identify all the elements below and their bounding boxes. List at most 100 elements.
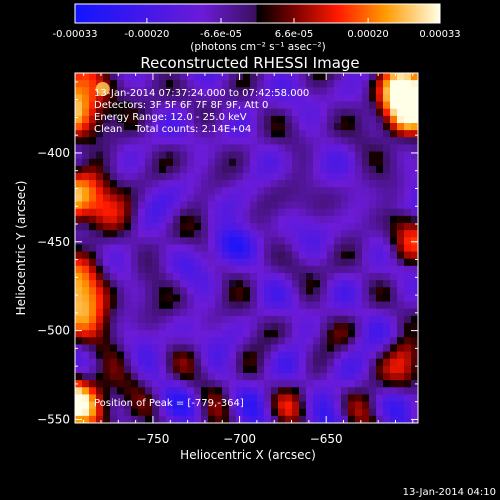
heatmap-cell bbox=[82, 365, 90, 374]
heatmap-cell bbox=[187, 223, 195, 231]
heatmap-cell bbox=[341, 244, 349, 253]
heatmap-cell bbox=[145, 351, 153, 360]
heatmap-cell bbox=[229, 165, 237, 174]
heatmap-cell bbox=[397, 351, 405, 360]
heatmap-cell bbox=[229, 123, 237, 131]
heatmap-cell bbox=[187, 101, 195, 110]
heatmap-cell bbox=[250, 165, 258, 174]
heatmap-cell bbox=[320, 301, 328, 310]
heatmap-cell bbox=[236, 215, 244, 224]
heatmap-cell bbox=[117, 265, 125, 274]
heatmap-cell bbox=[299, 280, 307, 288]
heatmap-cell bbox=[292, 258, 300, 267]
heatmap-cell bbox=[355, 180, 363, 188]
heatmap-cell bbox=[397, 94, 405, 103]
heatmap-cell bbox=[138, 365, 146, 374]
heatmap-cell bbox=[306, 237, 314, 246]
heatmap-cell bbox=[271, 273, 279, 281]
heatmap-cell bbox=[257, 401, 265, 410]
heatmap-cell bbox=[222, 208, 230, 217]
heatmap-cell bbox=[229, 237, 237, 246]
heatmap-cell bbox=[110, 401, 118, 410]
heatmap-cell bbox=[194, 387, 202, 396]
heatmap-cell bbox=[201, 301, 209, 310]
heatmap-cell bbox=[257, 344, 265, 353]
heatmap-cell bbox=[124, 415, 132, 423]
heatmap-cell bbox=[131, 108, 139, 117]
heatmap-cell bbox=[180, 237, 188, 246]
heatmap-cell bbox=[257, 80, 265, 88]
heatmap-cell bbox=[292, 308, 300, 317]
heatmap-cell bbox=[264, 215, 272, 224]
heatmap-cell bbox=[257, 137, 265, 146]
heatmap-cell bbox=[243, 373, 251, 381]
heatmap-cell bbox=[243, 280, 251, 288]
heatmap-cell bbox=[355, 337, 363, 346]
heatmap-cell bbox=[201, 237, 209, 246]
heatmap-cell bbox=[229, 251, 237, 260]
heatmap-cell bbox=[306, 294, 314, 303]
heatmap-cell bbox=[96, 415, 104, 423]
heatmap-cell bbox=[376, 165, 384, 174]
heatmap-cell bbox=[257, 394, 265, 403]
heatmap-cell bbox=[180, 351, 188, 360]
heatmap-cell bbox=[145, 223, 153, 231]
heatmap-cell bbox=[103, 273, 111, 281]
heatmap-cell bbox=[201, 87, 209, 96]
heatmap-cell bbox=[334, 115, 342, 124]
heatmap-cell bbox=[397, 230, 405, 238]
heatmap-cell bbox=[313, 408, 321, 417]
heatmap-cell bbox=[250, 87, 258, 96]
heatmap-cell bbox=[159, 94, 167, 103]
heatmap-cell bbox=[306, 173, 314, 181]
heatmap-cell bbox=[285, 394, 293, 403]
heatmap-cell bbox=[376, 115, 384, 124]
heatmap-cell bbox=[229, 315, 237, 324]
heatmap-cell bbox=[376, 258, 384, 267]
heatmap-cell bbox=[271, 351, 279, 360]
heatmap-cell bbox=[173, 287, 181, 296]
heatmap-cell bbox=[222, 315, 230, 324]
heatmap-cell bbox=[313, 294, 321, 303]
heatmap-cell bbox=[208, 73, 216, 81]
heatmap-cell bbox=[110, 251, 118, 260]
heatmap-cell bbox=[222, 330, 230, 338]
heatmap-cell bbox=[96, 258, 104, 267]
heatmap-cell bbox=[103, 315, 111, 324]
heatmap-cell bbox=[166, 130, 174, 138]
x-axis-label: Heliocentric X (arcsec) bbox=[180, 448, 316, 462]
heatmap-cell bbox=[124, 94, 132, 103]
heatmap-cell bbox=[173, 208, 181, 217]
heatmap-cell bbox=[348, 230, 356, 238]
heatmap-cell bbox=[397, 123, 405, 131]
heatmap-cell bbox=[117, 365, 125, 374]
heatmap-cell bbox=[404, 165, 412, 174]
heatmap-cell bbox=[278, 87, 286, 96]
heatmap-cell bbox=[131, 344, 139, 353]
heatmap-cell bbox=[236, 244, 244, 253]
heatmap-cell bbox=[145, 115, 153, 124]
heatmap-cell bbox=[355, 130, 363, 138]
heatmap-cell bbox=[194, 201, 202, 210]
heatmap-cell bbox=[159, 301, 167, 310]
heatmap-cell bbox=[145, 151, 153, 160]
heatmap-cell bbox=[257, 94, 265, 103]
heatmap-cell bbox=[96, 201, 104, 210]
heatmap-cell bbox=[355, 165, 363, 174]
heatmap-cell bbox=[362, 365, 370, 374]
heatmap-cell bbox=[187, 301, 195, 310]
heatmap-cell bbox=[278, 294, 286, 303]
heatmap-cell bbox=[215, 337, 223, 346]
heatmap-cell bbox=[236, 294, 244, 303]
heatmap-cell bbox=[236, 144, 244, 153]
heatmap-cell bbox=[124, 137, 132, 146]
heatmap-cell bbox=[215, 101, 223, 110]
heatmap-cell bbox=[180, 358, 188, 367]
heatmap-cell bbox=[362, 123, 370, 131]
heatmap-cell bbox=[299, 165, 307, 174]
heatmap-cell bbox=[411, 251, 418, 260]
heatmap-cell bbox=[397, 280, 405, 288]
heatmap-cell bbox=[180, 394, 188, 403]
heatmap-cell bbox=[187, 315, 195, 324]
heatmap-cell bbox=[173, 408, 181, 417]
